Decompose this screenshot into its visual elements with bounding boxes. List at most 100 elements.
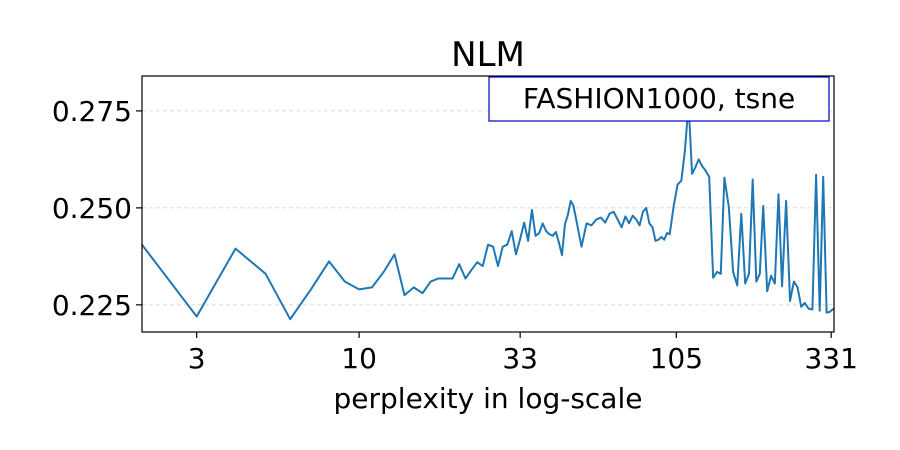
data-point [762,205,764,207]
data-point [570,200,572,202]
data-point [393,253,396,256]
data-point [777,193,780,195]
data-point [804,302,806,304]
data-point [548,233,551,235]
data-point [445,277,447,280]
data-point [789,300,791,302]
data-point [822,176,824,178]
data-point [437,277,439,280]
data-point [663,239,665,241]
data-point [793,280,795,283]
data-point [497,265,499,267]
data-point [676,184,679,186]
data-point [704,169,706,171]
data-point [310,288,312,290]
data-point [506,244,508,246]
data-point [831,308,833,311]
data-point [684,149,686,151]
data-point [595,218,597,221]
x-axis-label: perplexity in log-scale [334,382,643,415]
data-point [660,236,662,238]
data-point [642,211,644,213]
data-point [645,207,647,209]
data-point [604,222,606,224]
data-point [531,209,533,211]
data-point [567,214,569,216]
y-tick-label: 0.250 [52,192,132,225]
data-point [635,218,637,221]
data-point [452,277,454,280]
series-line [141,102,835,321]
x-axis: 3 10 33 105 331 [188,332,858,375]
data-point [545,230,547,232]
data-point [800,306,802,308]
chart-title: NLM [451,35,525,75]
data-point [628,222,630,224]
data-point [344,280,346,283]
data-point [572,205,575,207]
data-point [669,233,671,235]
data-point [785,200,787,202]
data-point [371,286,373,288]
data-point [723,177,726,179]
data-point [600,216,602,219]
y-axis: 0.225 0.250 0.275 [52,95,142,322]
data-point [523,222,525,224]
data-point [744,282,746,285]
data-point [534,235,537,237]
data-point [470,269,473,271]
data-point [720,273,722,275]
data-point [538,232,540,234]
data-point [617,218,619,221]
data-point [716,271,718,273]
series-group [141,102,835,321]
y-tick-label: 0.275 [52,95,132,128]
grid-lines [142,110,834,306]
data-point [766,290,768,292]
data-point [639,224,641,226]
data-point [552,235,554,237]
data-point [585,222,588,224]
data-point [482,265,484,267]
x-tick-label: 331 [804,342,857,375]
data-point [819,310,821,312]
annotation-border [488,76,830,122]
data-point [234,248,237,250]
data-point [403,294,406,296]
data-point [770,275,772,277]
data-point [476,261,478,263]
data-point [826,312,828,314]
data-point [265,273,267,275]
data-point [580,246,583,248]
data-point [624,215,627,218]
data-point [732,271,734,273]
data-point [555,231,557,233]
data-point [712,277,714,279]
data-point [458,263,460,265]
annotation-text: FASHION1000, tsne [523,82,795,115]
x-tick-label: 10 [341,342,377,375]
data-point [748,273,750,275]
data-point [666,232,668,234]
data-point [613,211,615,213]
data-point [558,242,560,244]
data-point [657,239,660,241]
data-point [673,205,675,207]
data-point [781,285,783,287]
data-point [527,240,529,242]
y-tick-label: 0.225 [52,289,132,322]
data-point [542,222,544,224]
data-point [289,318,291,320]
data-point [815,174,817,176]
data-point [196,315,198,318]
data-point [708,176,710,178]
data-point [796,286,799,288]
data-point [808,308,810,310]
plot-frame [141,75,835,333]
data-point [648,222,650,224]
data-point [736,284,738,287]
data-point [502,246,504,248]
data-point [759,273,761,275]
data-point [358,288,360,290]
data-point [608,213,611,215]
